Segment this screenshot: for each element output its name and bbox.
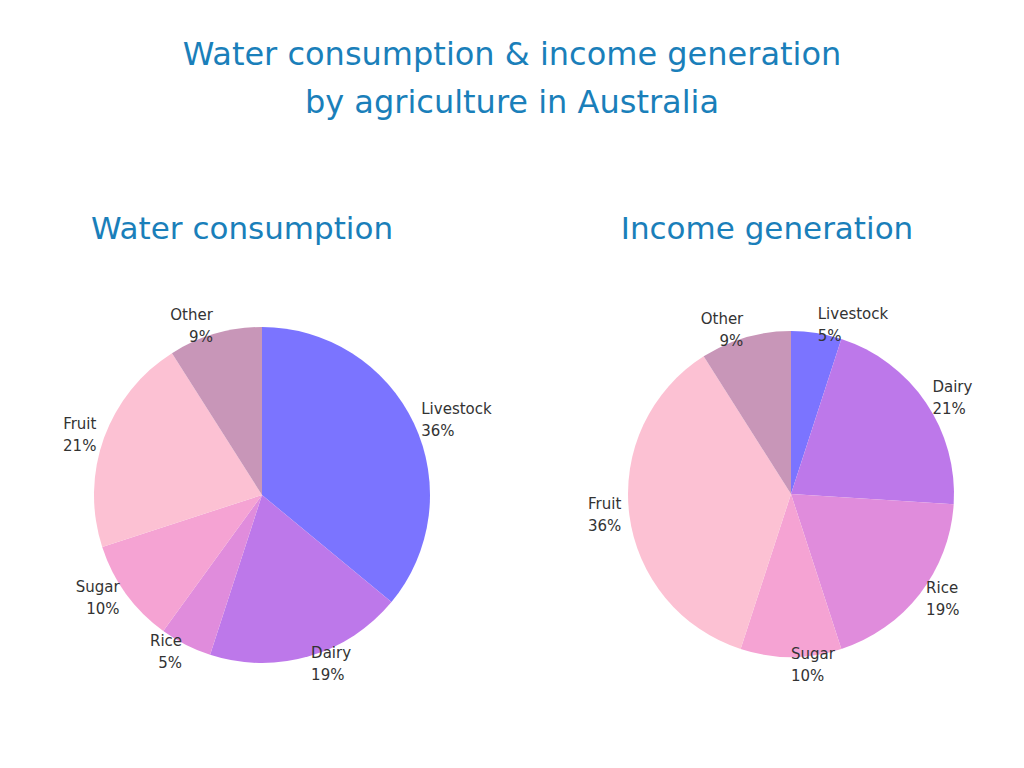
svg-text:Fruit: Fruit: [63, 415, 96, 433]
svg-text:10%: 10%: [791, 667, 824, 685]
svg-text:5%: 5%: [158, 654, 182, 672]
svg-text:36%: 36%: [421, 422, 454, 440]
svg-text:Sugar: Sugar: [76, 578, 121, 596]
svg-text:9%: 9%: [189, 328, 213, 346]
svg-text:Dairy: Dairy: [311, 644, 351, 662]
svg-text:Rice: Rice: [150, 632, 182, 650]
svg-text:Other: Other: [701, 310, 744, 328]
svg-text:Livestock: Livestock: [421, 400, 492, 418]
svg-text:by agriculture in Australia: by agriculture in Australia: [305, 83, 719, 121]
svg-text:Livestock: Livestock: [818, 305, 889, 323]
svg-text:19%: 19%: [311, 666, 344, 684]
svg-text:Sugar: Sugar: [791, 645, 836, 663]
svg-text:21%: 21%: [932, 400, 965, 418]
svg-text:Water consumption & income gen: Water consumption & income generation: [183, 35, 842, 73]
svg-text:5%: 5%: [818, 327, 842, 345]
svg-text:Rice: Rice: [926, 579, 958, 597]
svg-text:Water consumption: Water consumption: [91, 210, 393, 246]
svg-text:Income generation: Income generation: [621, 210, 914, 246]
svg-text:Other: Other: [170, 306, 213, 324]
svg-text:19%: 19%: [926, 601, 959, 619]
svg-text:21%: 21%: [63, 437, 96, 455]
svg-text:36%: 36%: [588, 517, 621, 535]
svg-text:10%: 10%: [86, 600, 119, 618]
svg-text:9%: 9%: [719, 332, 743, 350]
svg-text:Dairy: Dairy: [932, 378, 972, 396]
svg-text:Fruit: Fruit: [588, 495, 621, 513]
